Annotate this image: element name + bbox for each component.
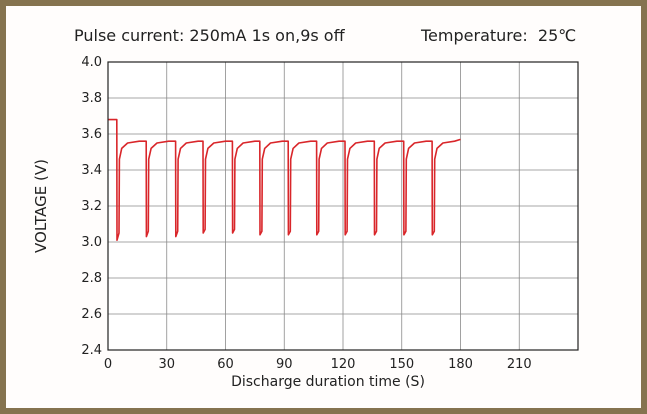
y-tick-label: 3.0 xyxy=(81,235,102,250)
y-tick-label: 4.0 xyxy=(81,55,102,70)
y-tick-label: 2.8 xyxy=(81,271,102,286)
y-axis-label: VOLTAGE (V) xyxy=(32,159,50,253)
series-layer xyxy=(108,118,461,241)
x-tick-label: 30 xyxy=(158,357,175,372)
y-tick-label: 3.4 xyxy=(81,163,102,178)
y-tick-label: 2.6 xyxy=(81,307,102,322)
x-tick-label: 120 xyxy=(331,357,356,372)
x-tick-label: 210 xyxy=(507,357,532,372)
y-tick-label: 2.4 xyxy=(81,343,102,358)
x-tick-label: 180 xyxy=(448,357,473,372)
x-tick-label: 60 xyxy=(217,357,234,372)
grid-lines xyxy=(108,62,578,350)
chart-title: Pulse current: 250mA 1s on,9s off xyxy=(74,26,345,45)
series-line-0 xyxy=(108,118,461,241)
chart-temperature: Temperature: 25℃ xyxy=(421,26,577,45)
y-tick-label: 3.6 xyxy=(81,127,102,142)
x-axis-label: Discharge duration time (S) xyxy=(231,374,425,390)
y-tick-label: 3.8 xyxy=(81,91,102,106)
plot-border xyxy=(107,61,579,351)
y-tick-labels: 4.0 3.8 3.6 3.4 3.2 3.0 2.8 2.6 2.4 xyxy=(81,55,102,358)
x-tick-label: 90 xyxy=(276,357,293,372)
x-tick-label: 150 xyxy=(389,357,414,372)
y-tick-label: 3.2 xyxy=(81,199,102,214)
x-tick-label: 0 xyxy=(104,357,112,372)
x-tick-labels: 0 30 60 90 120 150 180 210 xyxy=(104,357,532,372)
